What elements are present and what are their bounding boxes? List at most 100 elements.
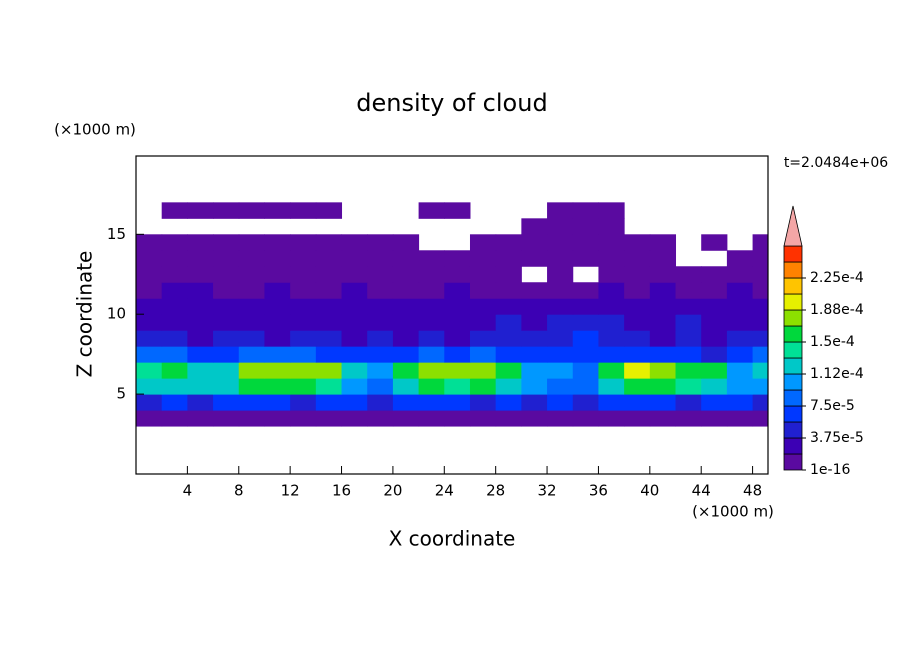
contour-cell <box>187 314 214 331</box>
x-tick-label: 24 <box>435 482 454 500</box>
contour-cell <box>367 250 394 267</box>
contour-cell <box>521 314 548 331</box>
contour-cell <box>187 330 214 347</box>
contour-cell <box>213 282 240 299</box>
contour-cell <box>444 250 471 267</box>
contour-cell <box>726 346 754 363</box>
contour-cell <box>675 330 702 347</box>
contour-cell <box>598 330 625 347</box>
contour-cell <box>418 202 445 219</box>
contour-cell <box>367 298 394 315</box>
contour-cell <box>752 282 768 299</box>
contour-cell <box>444 378 471 395</box>
contour-cell <box>315 314 343 331</box>
colorbar-band <box>783 325 803 343</box>
contour-cell <box>598 314 625 331</box>
colorbar-band <box>783 261 803 279</box>
contour-cell <box>136 394 163 411</box>
contour-cell <box>392 378 420 395</box>
y-tick-label: 5 <box>116 385 126 403</box>
contour-cell <box>547 234 574 251</box>
contour-cell <box>547 202 574 219</box>
contour-cell <box>187 266 214 283</box>
contour-cell <box>726 410 754 427</box>
contour-cell <box>649 330 677 347</box>
contour-cell <box>213 394 240 411</box>
contour-cell <box>726 298 754 315</box>
contour-cell <box>649 346 677 363</box>
contour-cell <box>264 394 291 411</box>
contour-cell <box>341 362 368 379</box>
contour-cell <box>572 218 599 235</box>
contour-cell <box>341 298 368 315</box>
contour-cell <box>598 298 625 315</box>
contour-cell <box>290 410 317 427</box>
contour-cell <box>701 314 728 331</box>
contour-cell <box>392 410 420 427</box>
colorbar: 1e-16 3.75e-5 7.5e-5 1.12e-4 1.5e-4 1.88e-4 2.… <box>783 205 864 478</box>
x-axis-title: X coordinate <box>389 527 516 551</box>
contour-cell <box>444 202 471 219</box>
contour-cell <box>495 314 522 331</box>
x-tick-label: 4 <box>183 482 193 500</box>
colorbar-tick-label: 2.25e-4 <box>810 270 864 286</box>
y-unit: (×1000 m) <box>54 121 136 139</box>
contour-cell <box>624 250 651 267</box>
contour-cell <box>315 234 343 251</box>
contour-cell <box>469 234 497 251</box>
contour-cell <box>701 410 728 427</box>
contour-cell <box>264 266 291 283</box>
contour-cell <box>547 250 574 267</box>
contour-cell <box>726 378 754 395</box>
contour-cell <box>367 410 394 427</box>
contour-cell <box>290 314 317 331</box>
contour-cell <box>392 346 420 363</box>
contour-cell <box>238 378 265 395</box>
contour-cell <box>264 410 291 427</box>
contour-cell <box>598 234 625 251</box>
contour-cell <box>598 266 625 283</box>
contour-cell <box>752 378 768 395</box>
contour-cell <box>136 362 163 379</box>
contour-cell <box>649 234 677 251</box>
contour-cell <box>367 266 394 283</box>
contour-cell <box>238 314 265 331</box>
colorbar-tick-label: 1.88e-4 <box>810 302 864 318</box>
contour-cell <box>238 362 265 379</box>
contour-cell <box>418 346 445 363</box>
contour-cell <box>649 362 677 379</box>
contour-cell <box>598 410 625 427</box>
contour-cell <box>290 282 317 299</box>
contour-cell <box>290 234 317 251</box>
contour-cell <box>392 362 420 379</box>
contour-cell <box>213 202 240 219</box>
plot-frame <box>135 155 769 475</box>
contour-cell <box>624 234 651 251</box>
contour-cell <box>238 202 265 219</box>
contour-cell <box>547 218 574 235</box>
contour-cell <box>469 250 497 267</box>
colorbar-tick-label: 1.5e-4 <box>810 334 855 350</box>
x-tick-label: 20 <box>383 482 402 500</box>
contour-cell <box>495 410 522 427</box>
contour-cell <box>521 282 548 299</box>
contour-cell <box>521 234 548 251</box>
contour-cell <box>675 298 702 315</box>
contour-cell <box>264 282 291 299</box>
contour-cell <box>701 266 728 283</box>
contour-cell <box>187 202 214 219</box>
contour-cell <box>469 346 497 363</box>
contour-cell <box>572 202 599 219</box>
contour-cell <box>469 330 497 347</box>
contour-cell <box>264 362 291 379</box>
contour-cell <box>161 378 188 395</box>
contour-cell <box>187 378 214 395</box>
contour-cell <box>187 298 214 315</box>
contour-cell <box>598 250 625 267</box>
contour-cell <box>136 314 163 331</box>
contour-cell <box>392 394 420 411</box>
y-tick-label: 10 <box>107 305 126 323</box>
contour-cell <box>624 298 651 315</box>
contour-cell <box>624 394 651 411</box>
contour-cell <box>598 394 625 411</box>
